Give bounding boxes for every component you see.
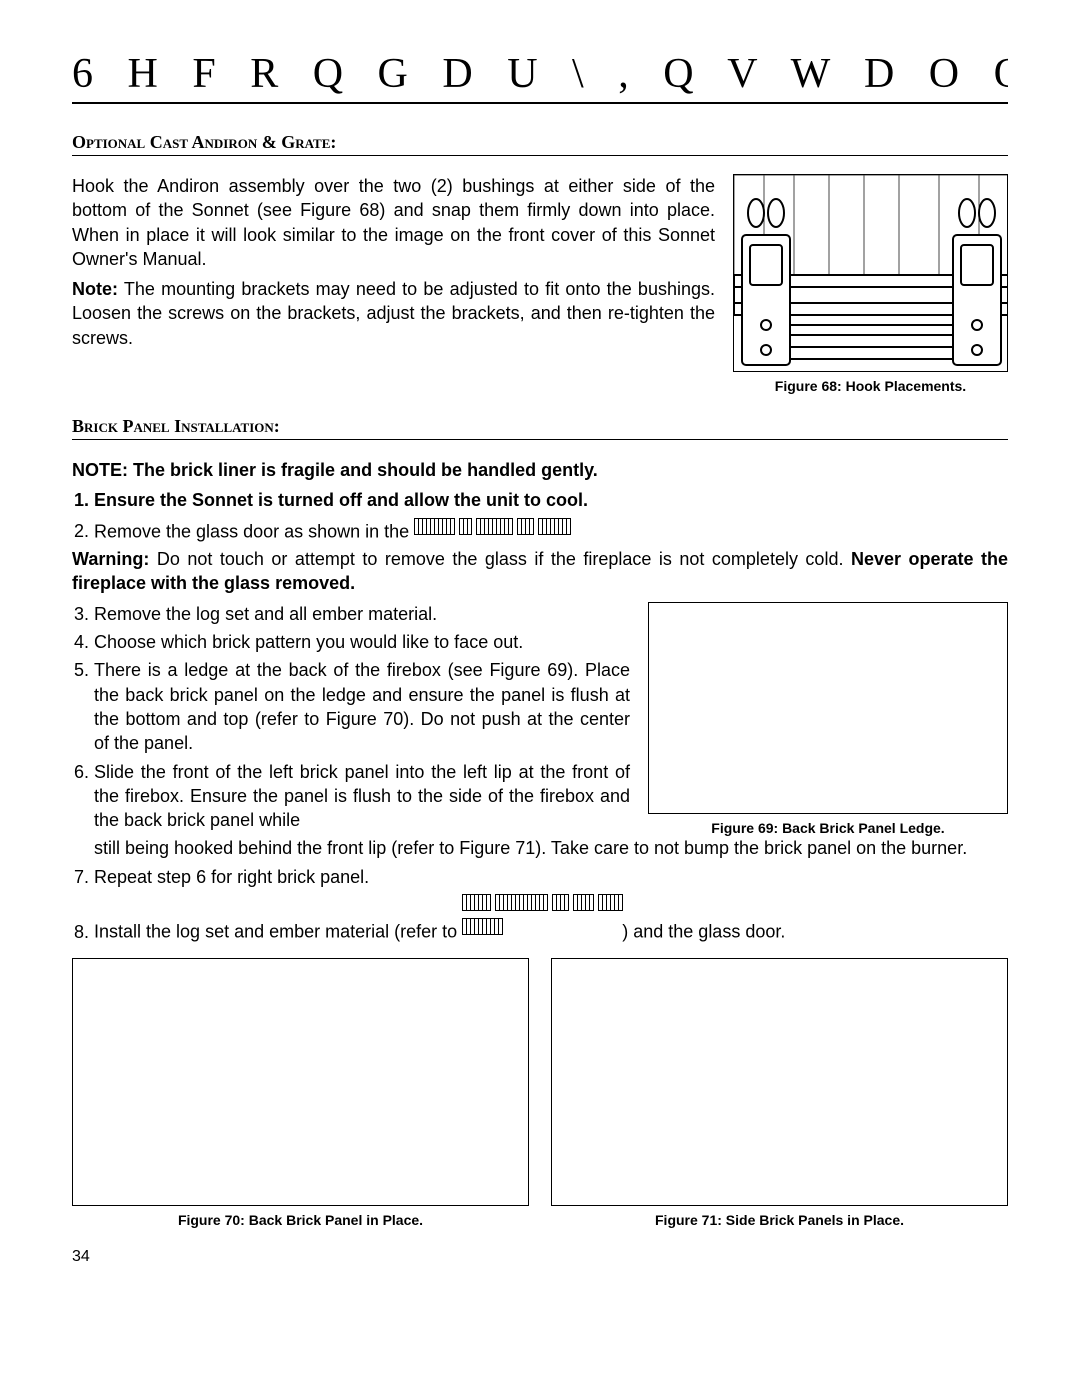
step8-post: ) and the glass door.	[622, 922, 785, 942]
step8-pre: Install the log set and ember material (…	[94, 922, 462, 942]
brick-steps-1-2: Ensure the Sonnet is turned off and allo…	[72, 488, 1008, 543]
figure-68-image	[733, 174, 1008, 372]
brick-step-7: Repeat step 6 for right brick panel.	[94, 865, 1008, 889]
figure-69-caption: Figure 69: Back Brick Panel Ledge.	[648, 820, 1008, 836]
step2-pre: Remove the glass door as shown in the	[94, 521, 414, 541]
brick-step-2: Remove the glass door as shown in the	[94, 517, 1008, 544]
manual-page: 6 H F R Q G D U \ , Q V W D O O D W L R …	[0, 0, 1080, 1306]
warn-label: Warning:	[72, 549, 149, 569]
figure-68-caption: Figure 68: Hook Placements.	[733, 378, 1008, 394]
warn-mid: Do not touch or attempt to remove the gl…	[149, 549, 851, 569]
section-rule-1	[72, 155, 1008, 156]
figure-71: Figure 71: Side Brick Panels in Place.	[551, 958, 1008, 1228]
section-brick-heading: Brick Panel Installation:	[72, 416, 1008, 437]
brick-step-1: Ensure the Sonnet is turned off and allo…	[94, 488, 1008, 512]
page-number: 34	[72, 1248, 1008, 1266]
bottom-figures: Figure 70: Back Brick Panel in Place. Fi…	[72, 958, 1008, 1228]
andiron-note-body: The mounting brackets may need to be adj…	[72, 279, 715, 348]
figure-70-caption: Figure 70: Back Brick Panel in Place.	[72, 1212, 529, 1228]
brick-step-5: There is a ledge at the back of the fire…	[94, 658, 630, 755]
redacted-ref-2	[462, 893, 622, 942]
brick-steps-7-8: Repeat step 6 for right brick panel. Ins…	[72, 865, 1008, 944]
figure-70-image	[72, 958, 529, 1206]
brick-flex: Remove the log set and all ember materia…	[72, 602, 1008, 837]
title-rule	[72, 102, 1008, 104]
brick-note: NOTE: The brick liner is fragile and sho…	[72, 458, 1008, 482]
brick-steps-3-6: Remove the log set and all ember materia…	[72, 602, 630, 837]
andiron-text: Hook the Andiron assembly over the two (…	[72, 174, 715, 394]
andiron-p1: Hook the Andiron assembly over the two (…	[72, 174, 715, 271]
figure-69-image	[648, 602, 1008, 814]
figure-69: Figure 69: Back Brick Panel Ledge.	[648, 602, 1008, 837]
brick-block: NOTE: The brick liner is fragile and sho…	[72, 458, 1008, 1266]
page-title: 6 H F R Q G D U \ , Q V W D O O D W L R	[72, 50, 1008, 98]
figure-71-caption: Figure 71: Side Brick Panels in Place.	[551, 1212, 1008, 1228]
brick-step-8: Install the log set and ember material (…	[94, 893, 1008, 944]
figure-70: Figure 70: Back Brick Panel in Place.	[72, 958, 529, 1228]
brick-step-6-cont-wrap: still being hooked behind the front lip …	[72, 836, 1008, 860]
section-andiron-heading: Optional Cast Andiron & Grate:	[72, 132, 1008, 153]
section-rule-2	[72, 439, 1008, 440]
figure-71-image	[551, 958, 1008, 1206]
brick-step-4: Choose which brick pattern you would lik…	[94, 630, 630, 654]
brick-step-6a: Slide the front of the left brick panel …	[94, 760, 630, 833]
brick-warning: Warning: Do not touch or attempt to remo…	[72, 547, 1008, 596]
andiron-block: Hook the Andiron assembly over the two (…	[72, 174, 1008, 394]
andiron-note: Note: The mounting brackets may need to …	[72, 277, 715, 350]
andiron-note-label: Note:	[72, 279, 118, 299]
brick-step-3: Remove the log set and all ember materia…	[94, 602, 630, 626]
figure-68: Figure 68: Hook Placements.	[733, 174, 1008, 394]
redacted-ref-1	[414, 517, 570, 541]
brick-step-6b: still being hooked behind the front lip …	[94, 836, 1008, 860]
